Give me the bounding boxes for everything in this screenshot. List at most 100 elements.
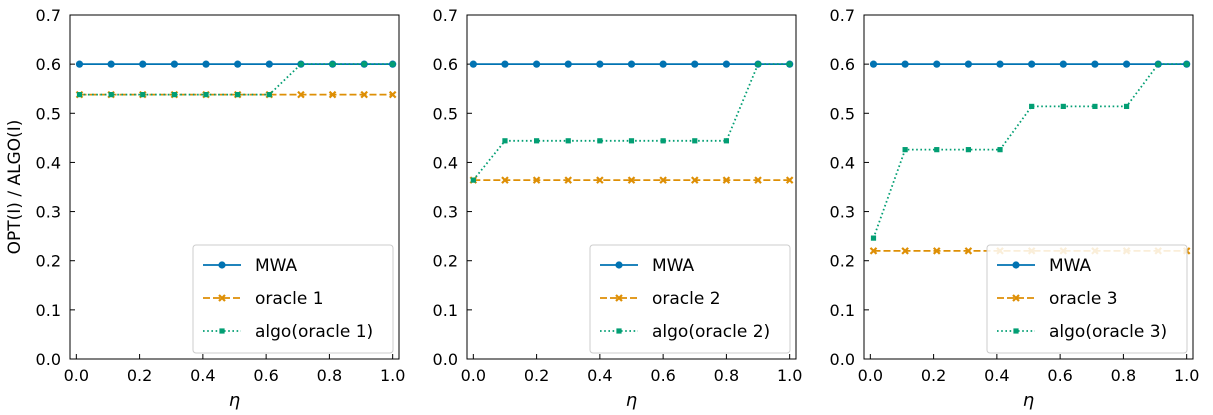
y-tick-label: 0.3 [433, 203, 458, 222]
data-point [869, 247, 878, 255]
y-tick-label: 0.0 [433, 350, 458, 369]
legend-marker [218, 261, 226, 269]
series-line-algo-oracle-2- [472, 63, 790, 181]
y-tick-label: 0.5 [830, 104, 855, 123]
data-point [1059, 60, 1067, 68]
x-tick-label: 0.2 [921, 366, 946, 385]
data-point [659, 176, 667, 184]
legend-label: oracle 1 [255, 289, 324, 309]
data-point [964, 247, 973, 255]
data-point [691, 60, 699, 68]
data-point [564, 176, 573, 184]
legend-label: algo(oracle 3) [1049, 322, 1167, 342]
y-tick-label: 0.5 [36, 104, 61, 123]
legend-label: MWA [255, 256, 298, 276]
y-tick-label: 0.4 [830, 153, 855, 172]
legend-label: oracle 3 [1049, 289, 1118, 309]
y-tick-label: 0.2 [830, 252, 855, 271]
data-point [627, 60, 636, 68]
data-point [901, 60, 909, 68]
x-tick-label: 0.2 [127, 366, 152, 385]
y-tick-label: 0.6 [830, 55, 855, 74]
legend: MWA oracle 1 algo(oracle 1) [192, 244, 394, 354]
data-point [329, 61, 336, 67]
data-point [108, 92, 114, 98]
data-point [1060, 103, 1066, 110]
y-tick-label: 0.5 [433, 104, 458, 123]
x-tick-label: 0.2 [524, 366, 549, 385]
x-tick-label: 0.4 [984, 366, 1009, 385]
data-point [388, 90, 397, 99]
data-point [1122, 60, 1131, 68]
legend-marker [219, 328, 225, 334]
data-point [75, 60, 84, 68]
data-point [501, 176, 509, 184]
data-point [628, 138, 635, 144]
legend-marker [1012, 261, 1020, 269]
chart-panel-1: 0.0 0.1 0.2 0.3 0.4 0.5 0.6 0.7 0.0 0.2 0.4 0.6 0.8 1… [36, 6, 406, 411]
data-point [692, 138, 698, 144]
data-point [596, 60, 604, 68]
x-tick-label: 0.8 [317, 366, 342, 385]
x-tick-label: 0.6 [253, 366, 278, 385]
legend: MWA oracle 3 algo(oracle 3) [986, 244, 1188, 354]
legend-label: MWA [1049, 256, 1092, 276]
data-point [1123, 103, 1130, 110]
data-point [901, 247, 909, 255]
data-point [933, 60, 941, 68]
x-tick-label: 1.0 [380, 366, 405, 385]
data-point [139, 60, 147, 68]
chart-panel-3: 0.0 0.1 0.2 0.3 0.4 0.5 0.6 0.7 0.0 0.2 0.4 0.6 0.8 1… [830, 6, 1200, 411]
y-tick-label: 0.0 [36, 350, 61, 369]
data-point [298, 61, 304, 67]
x-tick-label: 0.8 [714, 366, 739, 385]
x-axis-label: η [229, 390, 240, 411]
data-point [1184, 61, 1190, 67]
data-point [501, 60, 509, 68]
x-tick-label: 0.4 [190, 366, 215, 385]
y-tick-label: 0.3 [36, 203, 61, 222]
data-point [170, 60, 178, 68]
data-point [202, 60, 210, 68]
data-point [723, 138, 730, 144]
data-point [1029, 103, 1035, 110]
y-tick-label: 0.7 [830, 6, 855, 25]
legend-frame [589, 244, 791, 354]
legend-frame [986, 244, 1188, 354]
series-line-algo-oracle-1- [79, 63, 393, 96]
x-axis-label: η [1023, 390, 1034, 411]
data-point [328, 90, 337, 99]
y-tick-label: 0.1 [830, 301, 855, 320]
data-point [470, 177, 476, 183]
data-point [76, 92, 83, 98]
data-point [533, 138, 540, 144]
y-tick-label: 0.4 [433, 153, 458, 172]
data-point [361, 61, 367, 67]
data-point [360, 90, 368, 99]
data-point [1028, 60, 1036, 68]
x-tick-label: 1.0 [1174, 366, 1199, 385]
x-tick-label: 0.0 [858, 366, 883, 385]
x-tick-label: 0.6 [650, 366, 675, 385]
legend-marker [616, 328, 622, 334]
data-point [754, 176, 762, 184]
data-point [532, 176, 541, 184]
legend-marker [1012, 294, 1020, 302]
y-tick-label: 0.6 [36, 55, 61, 74]
data-point [140, 92, 146, 98]
legend-label: MWA [652, 256, 695, 276]
plot-frame [863, 14, 1194, 360]
data-point [932, 247, 941, 255]
y-tick-label: 0.2 [433, 252, 458, 271]
data-point [722, 176, 731, 184]
data-point [902, 147, 908, 153]
data-point [297, 90, 305, 99]
plot-frame [69, 14, 400, 360]
panels: 0.0 0.1 0.2 0.3 0.4 0.5 0.6 0.7 0.0 0.2 0.4 0.6 0.8 1… [36, 6, 1200, 411]
y-tick-label: 0.0 [830, 350, 855, 369]
data-point [597, 138, 603, 144]
data-point [722, 60, 731, 68]
data-point [627, 176, 636, 184]
x-tick-label: 0.0 [64, 366, 89, 385]
